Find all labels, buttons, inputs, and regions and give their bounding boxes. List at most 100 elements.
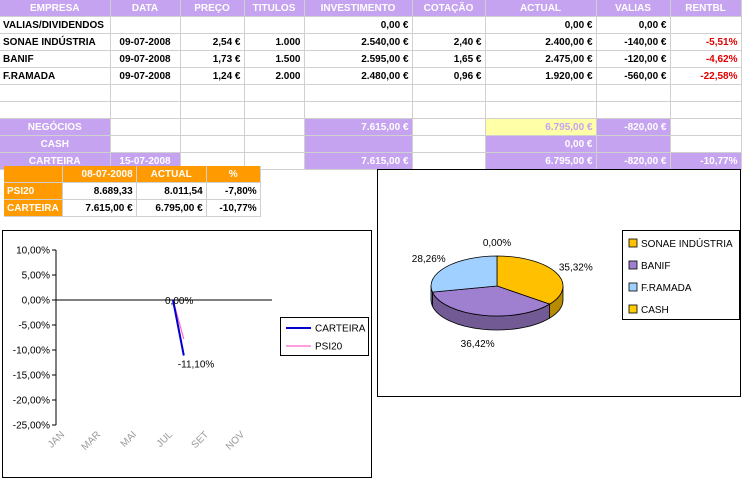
col-header-investimento[interactable]: INVESTIMENTO <box>304 0 413 17</box>
negocios-investimento[interactable]: 7.615,00 € <box>304 118 413 136</box>
carteira-data[interactable]: 15-07-2008 <box>110 152 181 170</box>
empty-cell[interactable] <box>110 135 181 153</box>
col-header-preco[interactable]: PREÇO <box>180 0 245 17</box>
cell-actual[interactable]: 2.400,00 € <box>485 33 597 51</box>
cell-preco[interactable]: 1,73 € <box>180 50 245 68</box>
empty-cell[interactable] <box>670 135 742 153</box>
empty-cell[interactable] <box>485 84 597 102</box>
cell-investimento[interactable]: 2.595,00 € <box>304 50 413 68</box>
col-header-titulos[interactable]: TITULOS <box>244 0 305 17</box>
empty-cell[interactable] <box>412 84 486 102</box>
empty-cell[interactable] <box>412 118 486 136</box>
cell-valias[interactable]: -560,00 € <box>596 67 671 85</box>
cell-rentbl[interactable]: -5,51% <box>670 33 742 51</box>
carteira-rentbl[interactable]: -10,77% <box>670 152 742 170</box>
cell-titulos[interactable] <box>244 16 305 34</box>
comparison-header-actual[interactable]: ACTUAL <box>136 166 207 183</box>
empty-cell[interactable] <box>244 101 305 119</box>
empty-cell[interactable] <box>180 84 245 102</box>
cell-investimento[interactable]: 2.540,00 € <box>304 33 413 51</box>
cell-cotacao[interactable]: 2,40 € <box>412 33 486 51</box>
empty-cell[interactable] <box>670 101 742 119</box>
cell-empresa[interactable]: BANIF <box>0 50 111 68</box>
carteira-valias[interactable]: -820,00 € <box>596 152 671 170</box>
comparison-label[interactable]: PSI20 <box>4 182 63 200</box>
cell-preco[interactable]: 1,24 € <box>180 67 245 85</box>
empty-cell[interactable] <box>596 84 671 102</box>
empty-cell[interactable] <box>110 101 181 119</box>
cell-data[interactable]: 09-07-2008 <box>110 67 181 85</box>
cell-actual[interactable]: 2.475,00 € <box>485 50 597 68</box>
carteira-investimento[interactable]: 7.615,00 € <box>304 152 413 170</box>
col-header-data[interactable]: DATA <box>110 0 181 17</box>
empty-cell[interactable] <box>244 118 305 136</box>
cell-rentbl[interactable]: -4,62% <box>670 50 742 68</box>
cash-label[interactable]: CASH <box>0 135 111 153</box>
cell-cotacao[interactable] <box>412 16 486 34</box>
empty-cell[interactable] <box>180 101 245 119</box>
cell-cotacao[interactable]: 1,65 € <box>412 50 486 68</box>
comparison-pct[interactable]: -7,80% <box>206 182 261 200</box>
empty-cell[interactable] <box>110 84 181 102</box>
empty-cell[interactable] <box>0 84 111 102</box>
empty-cell[interactable] <box>180 118 245 136</box>
empty-cell[interactable] <box>412 152 486 170</box>
col-header-actual[interactable]: ACTUAL <box>485 0 597 17</box>
comparison-pct[interactable]: -10,77% <box>206 199 261 217</box>
cell-titulos[interactable]: 1.500 <box>244 50 305 68</box>
comparison-header-blank[interactable] <box>4 166 63 183</box>
empty-cell[interactable] <box>0 101 111 119</box>
cell-preco[interactable]: 2,54 € <box>180 33 245 51</box>
cell-valias[interactable]: -120,00 € <box>596 50 671 68</box>
comparison-start[interactable]: 8.689,33 <box>62 182 137 200</box>
cell-rentbl[interactable] <box>670 16 742 34</box>
cell-valias[interactable]: -140,00 € <box>596 33 671 51</box>
cell-empresa[interactable]: VALIAS/DIVIDENDOS <box>0 16 111 34</box>
negocios-actual[interactable]: 6.795,00 € <box>485 118 597 136</box>
line-chart[interactable]: 10,00% 5,00% 0,00% -5,00% -10,00% -15,00% -20,… <box>2 230 372 478</box>
cash-investimento[interactable] <box>304 135 413 153</box>
cell-rentbl[interactable]: -22,58% <box>670 67 742 85</box>
col-header-valias[interactable]: VALIAS <box>596 0 671 17</box>
col-header-empresa[interactable]: EMPRESA <box>0 0 111 17</box>
cell-data[interactable]: 09-07-2008 <box>110 33 181 51</box>
empty-cell[interactable] <box>412 135 486 153</box>
empty-cell[interactable] <box>670 84 742 102</box>
negocios-valias[interactable]: -820,00 € <box>596 118 671 136</box>
cell-empresa[interactable]: F.RAMADA <box>0 67 111 85</box>
empty-cell[interactable] <box>596 101 671 119</box>
pie-chart[interactable]: 35,32% 36,42% 28,26% 0,00% SONAE INDÚSTRIA BA… <box>377 169 741 397</box>
comparison-actual[interactable]: 8.011,54 <box>136 182 207 200</box>
cell-cotacao[interactable]: 0,96 € <box>412 67 486 85</box>
empty-cell[interactable] <box>304 84 413 102</box>
empty-cell[interactable] <box>244 152 305 170</box>
cell-preco[interactable] <box>180 16 245 34</box>
negocios-label[interactable]: NEGÓCIOS <box>0 118 111 136</box>
empty-cell[interactable] <box>244 84 305 102</box>
cell-valias[interactable]: 0,00 € <box>596 16 671 34</box>
cell-titulos[interactable]: 2.000 <box>244 67 305 85</box>
cell-actual[interactable]: 1.920,00 € <box>485 67 597 85</box>
comparison-header-pct[interactable]: % <box>206 166 261 183</box>
comparison-start[interactable]: 7.615,00 € <box>62 199 137 217</box>
cell-data[interactable] <box>110 16 181 34</box>
cash-actual[interactable]: 0,00 € <box>485 135 597 153</box>
comparison-actual[interactable]: 6.795,00 € <box>136 199 207 217</box>
cash-valias[interactable] <box>596 135 671 153</box>
comparison-header-start[interactable]: 08-07-2008 <box>62 166 137 183</box>
cell-titulos[interactable]: 1.000 <box>244 33 305 51</box>
cell-investimento[interactable]: 2.480,00 € <box>304 67 413 85</box>
cell-investimento[interactable]: 0,00 € <box>304 16 413 34</box>
col-header-rentbl[interactable]: RENTBL <box>670 0 742 17</box>
cell-empresa[interactable]: SONAE INDÚSTRIA <box>0 33 111 51</box>
comparison-label[interactable]: CARTEIRA <box>4 199 63 217</box>
cell-actual[interactable]: 0,00 € <box>485 16 597 34</box>
carteira-actual[interactable]: 6.795,00 € <box>485 152 597 170</box>
empty-cell[interactable] <box>670 118 742 136</box>
empty-cell[interactable] <box>180 135 245 153</box>
empty-cell[interactable] <box>110 118 181 136</box>
empty-cell[interactable] <box>304 101 413 119</box>
empty-cell[interactable] <box>244 135 305 153</box>
col-header-cotacao[interactable]: COTAÇÃO <box>412 0 486 17</box>
empty-cell[interactable] <box>412 101 486 119</box>
